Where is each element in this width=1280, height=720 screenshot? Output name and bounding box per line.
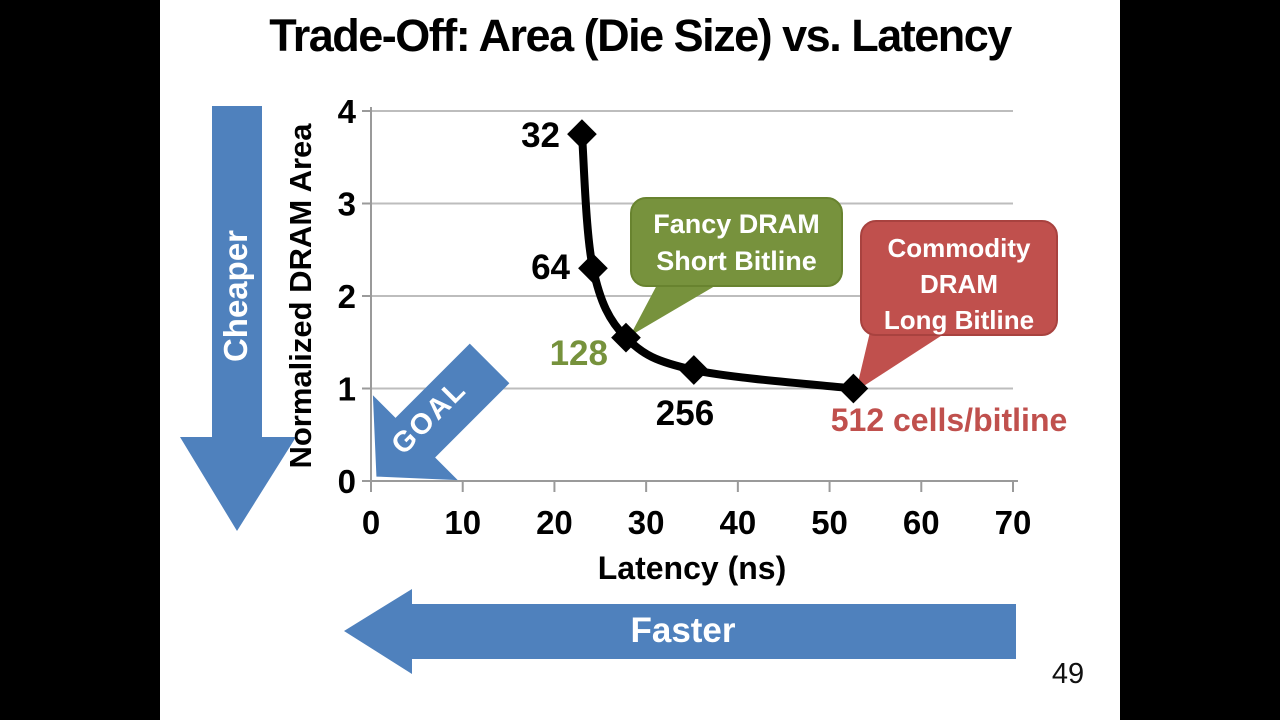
callout-commodity-line-2: DRAM	[920, 269, 998, 299]
data-point-128	[611, 322, 641, 353]
y-tick-label-1: 1	[338, 371, 356, 408]
y-tick-label-0: 0	[338, 463, 356, 500]
point-label-32: 32	[521, 116, 560, 155]
x-tick-label-10: 10	[444, 504, 481, 541]
point-label-64: 64	[531, 248, 570, 287]
y-tick-label-2: 2	[338, 278, 356, 315]
x-tick-label-20: 20	[536, 504, 573, 541]
callout-fancy-line-2: Short Bitline	[656, 246, 817, 276]
callout-fancy-dram-short-bitline: Fancy DRAM Short Bitline	[630, 197, 843, 287]
callout-fancy-tail	[630, 283, 720, 336]
data-point-32	[567, 119, 597, 149]
callout-commodity-line-3: Long Bitline	[883, 305, 1035, 335]
x-tick-label-50: 50	[811, 504, 848, 541]
slide-page-number: 49	[1051, 658, 1085, 690]
x-tick-label-70: 70	[995, 504, 1032, 541]
goal-arrow	[372, 343, 510, 481]
callout-commodity-tail	[856, 332, 947, 391]
point-label-256: 256	[655, 394, 715, 433]
faster-arrow-label: Faster	[630, 611, 736, 650]
data-point-256	[678, 355, 709, 385]
x-tick-label-40: 40	[719, 504, 756, 541]
y-tick-label-4: 4	[338, 93, 357, 130]
callout-commodity-dram-long-bitline: Commodity DRAM Long Bitline	[860, 220, 1058, 336]
slide: Trade-Off: Area (Die Size) vs. Latency 0…	[160, 0, 1120, 720]
cheaper-arrow-label: Cheaper	[217, 229, 254, 363]
point-label-512-cells-per-bitline: 512 cells/bitline	[830, 402, 1068, 438]
y-tick-label-3: 3	[338, 186, 356, 223]
x-tick-label-60: 60	[903, 504, 940, 541]
data-point-64	[578, 253, 608, 284]
x-tick-label-30: 30	[628, 504, 665, 541]
x-tick-label-0: 0	[362, 504, 380, 541]
slide-title: Trade-Off: Area (Die Size) vs. Latency	[269, 10, 1012, 61]
callout-commodity-line-1: Commodity	[887, 233, 1031, 263]
cheaper-arrow	[180, 106, 296, 531]
callout-fancy-line-1: Fancy DRAM	[653, 209, 820, 239]
y-axis-title: Normalized DRAM Area	[283, 123, 318, 469]
point-label-128: 128	[549, 334, 608, 373]
x-axis-title: Latency (ns)	[597, 550, 787, 586]
faster-arrow	[344, 589, 1016, 674]
